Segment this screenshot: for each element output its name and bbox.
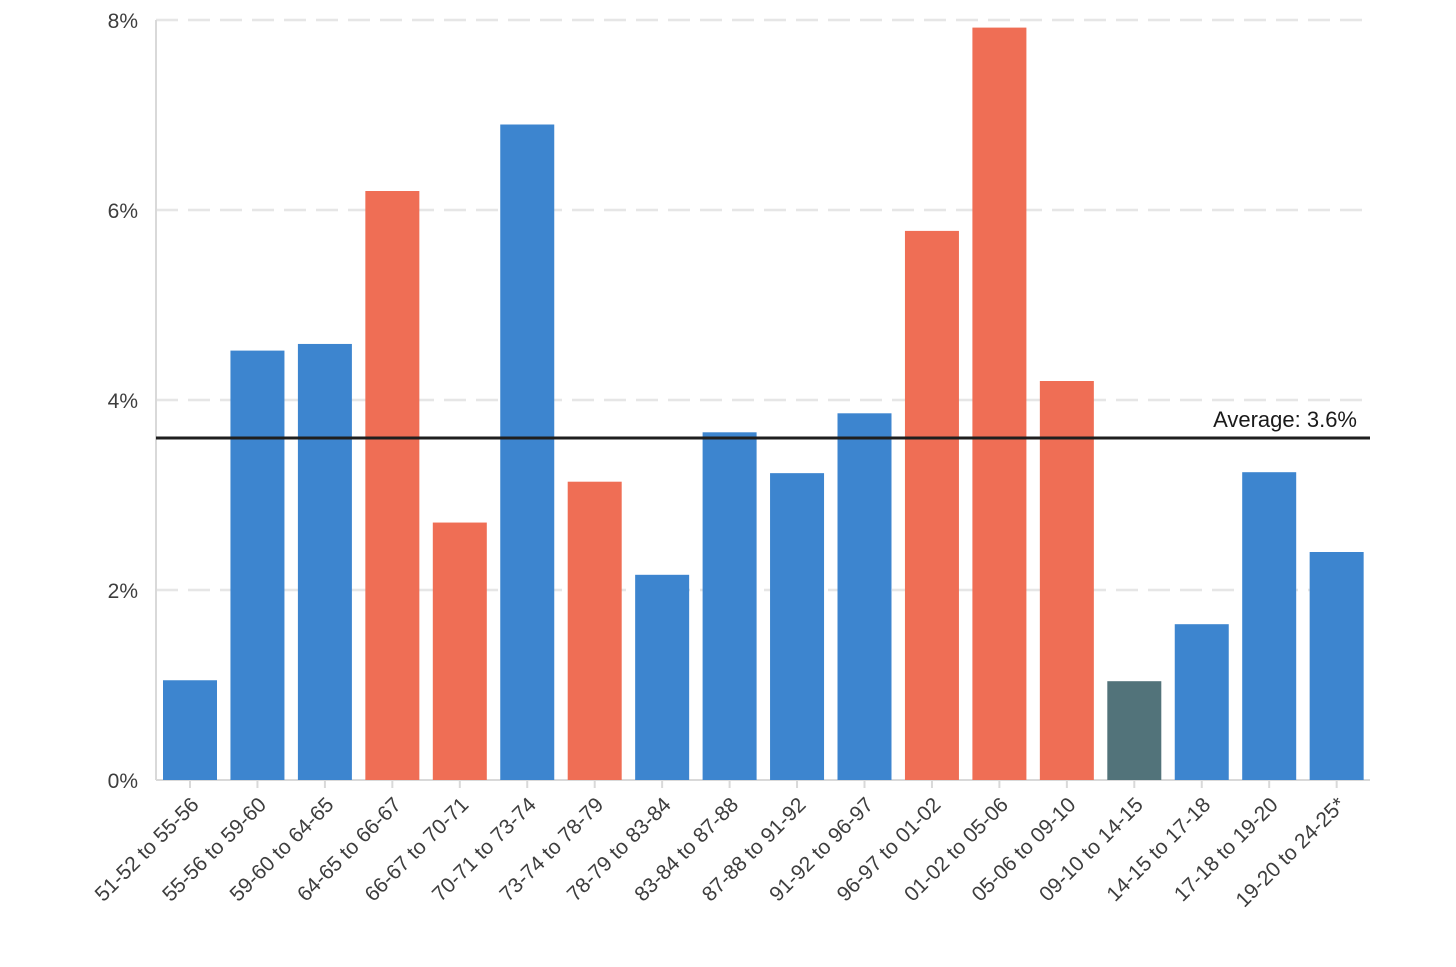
y-tick-labels: 0% 2% 4% 6% 8% [108,10,138,793]
bar [635,574,690,780]
bar [1242,472,1297,780]
average-reference: Average: 3.6% [156,407,1370,440]
y-tick-label: 2% [108,580,138,603]
bar [1309,552,1364,780]
bar [163,680,217,780]
bar [702,432,757,780]
y-tick-label: 0% [108,770,138,793]
average-label: Average: 3.6% [1213,407,1357,432]
bar [770,473,825,780]
gridlines [156,18,1370,592]
bar [432,522,487,780]
y-tick-label: 8% [108,10,138,33]
bar [230,350,285,780]
bar [567,481,622,780]
bar [972,27,1027,781]
bar [1107,681,1162,780]
bars [163,27,1364,781]
bar [297,343,352,780]
axes [155,20,1370,788]
bar [500,124,555,780]
bar [1039,381,1094,780]
bar [837,413,892,780]
bar [365,191,420,780]
bar [1174,624,1229,780]
y-tick-label: 6% [108,200,138,223]
y-tick-label: 4% [108,390,138,413]
bar [904,230,959,780]
